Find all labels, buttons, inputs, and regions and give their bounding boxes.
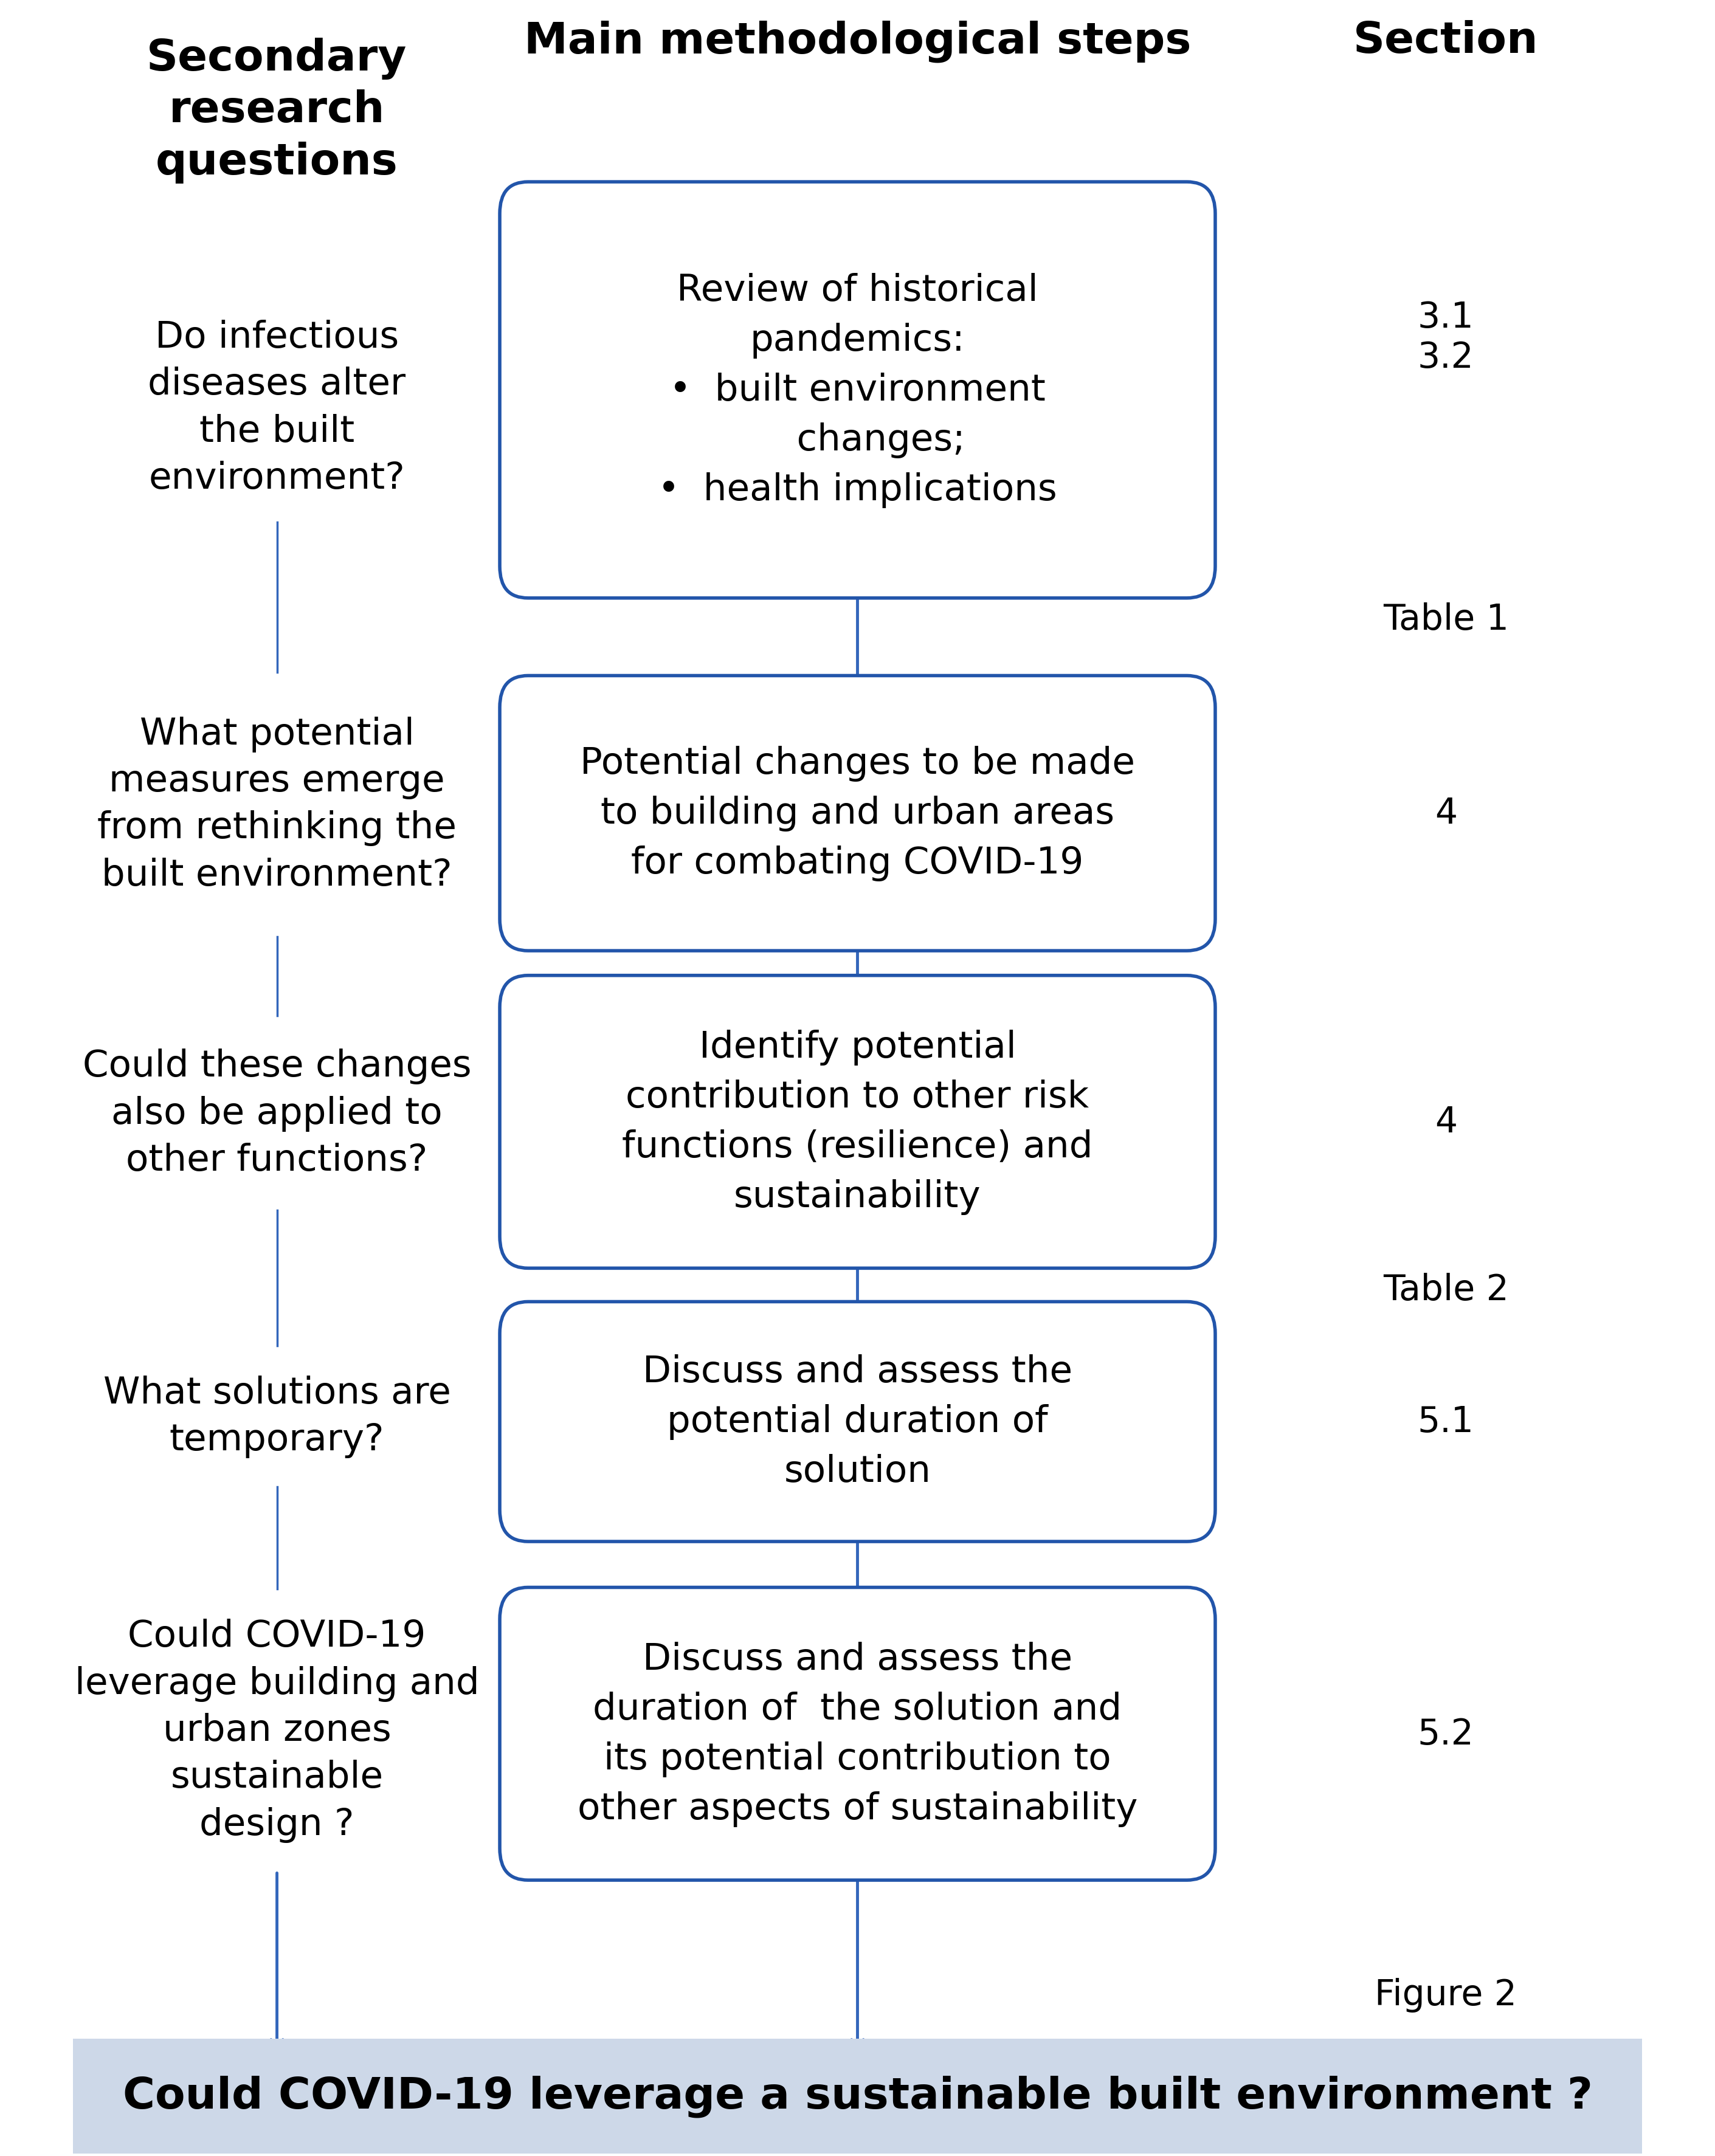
FancyBboxPatch shape [499,1587,1216,1880]
Text: 4: 4 [1435,796,1458,830]
Text: 3.1
3.2: 3.1 3.2 [1418,300,1475,375]
FancyBboxPatch shape [499,183,1216,599]
Text: 5.1: 5.1 [1418,1404,1475,1438]
FancyBboxPatch shape [499,677,1216,951]
Text: Main methodological steps: Main methodological steps [523,19,1192,63]
Text: Identify potential
contribution to other risk
functions (resilience) and
sustain: Identify potential contribution to other… [623,1028,1092,1214]
Text: Discuss and assess the
duration of  the solution and
its potential contribution : Discuss and assess the duration of the s… [578,1641,1137,1826]
Text: What potential
measures emerge
from rethinking the
built environment?: What potential measures emerge from reth… [98,716,456,893]
Text: Potential changes to be made
to building and urban areas
for combating COVID-19: Potential changes to be made to building… [580,746,1135,882]
Text: 4: 4 [1435,1104,1458,1138]
Text: Do infectious
diseases alter
the built
environment?: Do infectious diseases alter the built e… [147,319,406,496]
FancyBboxPatch shape [499,1302,1216,1542]
Text: Secondary
research
questions: Secondary research questions [147,39,406,183]
Text: Could COVID-19 leverage a sustainable built environment ?: Could COVID-19 leverage a sustainable bu… [122,2074,1593,2117]
Text: Could COVID-19
leverage building and
urban zones
sustainable
design ?: Could COVID-19 leverage building and urb… [75,1619,478,1843]
Text: Figure 2: Figure 2 [1375,1977,1518,2012]
Text: 5.2: 5.2 [1418,1716,1475,1751]
Text: Discuss and assess the
potential duration of
solution: Discuss and assess the potential duratio… [643,1354,1072,1490]
Text: What solutions are
temporary?: What solutions are temporary? [103,1376,451,1457]
Text: Table 1: Table 1 [1382,602,1509,636]
Text: Review of historical
pandemics:
•  built environment
    changes;
•  health impl: Review of historical pandemics: • built … [659,274,1056,509]
Text: Table 2: Table 2 [1382,1272,1509,1307]
Text: Could these changes
also be applied to
other functions?: Could these changes also be applied to o… [82,1048,472,1177]
FancyBboxPatch shape [499,977,1216,1268]
FancyBboxPatch shape [74,2040,1641,2154]
Text: Section: Section [1353,19,1538,63]
